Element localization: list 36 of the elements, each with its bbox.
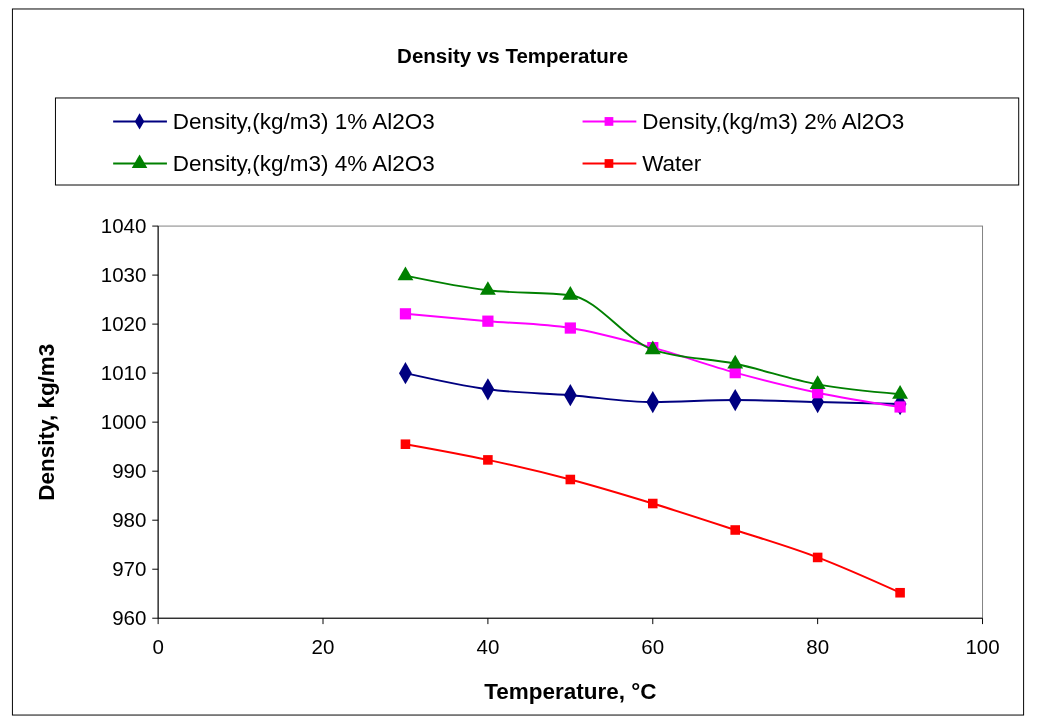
point bbox=[399, 308, 412, 320]
y-tick-label: 970 bbox=[112, 557, 147, 581]
legend-label: Density,(kg/m3) 4% Al2O3 bbox=[172, 151, 435, 177]
point bbox=[479, 281, 496, 295]
x-tick-label: 40 bbox=[476, 635, 500, 659]
x-tick-label: 100 bbox=[965, 635, 1000, 659]
y-tick-label: 1030 bbox=[100, 262, 147, 286]
y-axis-title: Density, kg/m3 bbox=[34, 343, 60, 501]
y-tick-label: 1000 bbox=[100, 410, 147, 433]
y-tick-label: 960 bbox=[112, 606, 147, 630]
y-tick-label: 1020 bbox=[100, 311, 147, 335]
x-axis-title: Temperature, °C bbox=[484, 679, 657, 705]
legend-label: Density,(kg/m3) 2% Al2O3 bbox=[642, 109, 905, 135]
point bbox=[482, 315, 494, 327]
legend-label: Water bbox=[642, 151, 702, 177]
point bbox=[895, 587, 905, 598]
y-tick-label: 1010 bbox=[100, 360, 147, 384]
point bbox=[400, 439, 411, 449]
x-tick-label: 20 bbox=[311, 635, 335, 659]
point bbox=[562, 286, 579, 300]
y-tick-label: 1040 bbox=[100, 213, 147, 237]
point bbox=[647, 498, 658, 509]
x-tick-label: 0 bbox=[152, 635, 164, 659]
x-tick-label: 60 bbox=[641, 635, 665, 659]
point bbox=[730, 525, 740, 535]
point bbox=[564, 322, 576, 334]
chart-title: Density vs Temperature bbox=[397, 43, 629, 67]
point bbox=[483, 455, 493, 465]
point bbox=[892, 385, 909, 399]
point bbox=[397, 266, 414, 281]
legend-label: Density,(kg/m3) 1% Al2O3 bbox=[172, 109, 435, 135]
point bbox=[727, 354, 744, 369]
y-tick-label: 980 bbox=[112, 508, 147, 532]
y-tick-label: 990 bbox=[112, 459, 147, 483]
point bbox=[809, 375, 826, 389]
x-tick-label: 80 bbox=[806, 635, 830, 659]
